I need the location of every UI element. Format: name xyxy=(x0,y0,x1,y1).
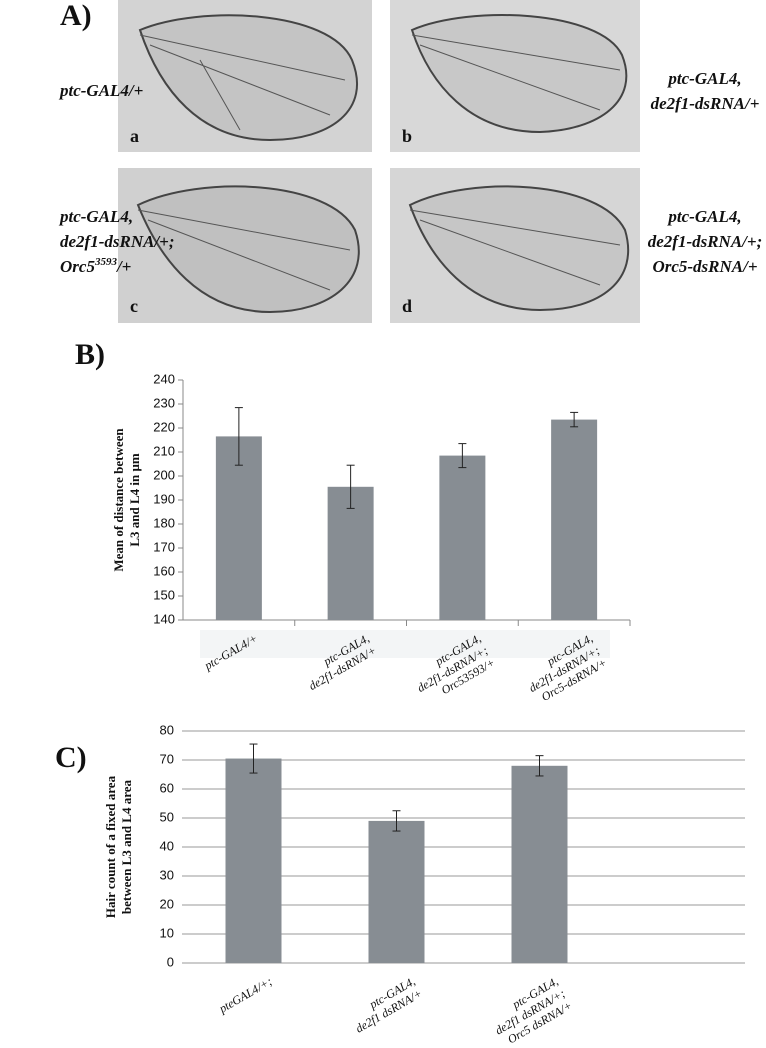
y-tick-label: 230 xyxy=(153,395,175,410)
y-axis-label: between L3 and L4 area xyxy=(119,779,134,914)
y-tick-label: 10 xyxy=(160,925,174,940)
y-tick-label: 180 xyxy=(153,515,175,530)
y-tick-label: 30 xyxy=(160,867,174,882)
genotype-label: ptc-GAL4/+ xyxy=(58,81,143,100)
error-bar xyxy=(234,407,243,466)
genotype-part: Orc5 xyxy=(60,257,95,276)
error-bar xyxy=(535,755,544,777)
y-tick-label: 0 xyxy=(167,954,174,969)
error-bar xyxy=(570,411,579,428)
y-tick-label: 20 xyxy=(160,896,174,911)
wing-letter: a xyxy=(130,126,139,146)
y-tick-label: 60 xyxy=(160,780,174,795)
y-tick-label: 40 xyxy=(160,838,174,853)
genotype-label: Orc5-dsRNA/+ xyxy=(652,257,757,276)
genotype-label: ptc-GAL4, xyxy=(666,69,741,88)
bar xyxy=(215,436,262,620)
y-tick-label: 210 xyxy=(153,443,175,458)
panel-label: B) xyxy=(75,338,105,371)
y-tick-label: 50 xyxy=(160,809,174,824)
wing-letter: b xyxy=(402,126,412,146)
y-tick-label: 190 xyxy=(153,491,175,506)
y-tick-label: 70 xyxy=(160,751,174,766)
x-tick-label: ptc-GAL4,de2f1 dsRNA/+;Orc5 dsRNA/+ xyxy=(485,974,574,1048)
bar xyxy=(511,765,568,963)
y-axis-label: Hair count of a fixed area xyxy=(103,775,118,918)
x-tick-label: pteGAL4/+; xyxy=(216,974,275,1016)
label-band xyxy=(200,630,610,658)
genotype-label: ptc-GAL4, xyxy=(666,207,741,226)
bar xyxy=(327,486,374,620)
wing-letter: c xyxy=(130,296,138,316)
y-tick-label: 140 xyxy=(153,611,175,626)
wing-letter: d xyxy=(402,296,412,316)
y-tick-label: 240 xyxy=(153,371,175,386)
genotype-label: de2f1-dsRNA/+; xyxy=(648,232,763,251)
genotype-label: ptc-GAL4, xyxy=(58,207,133,226)
panel-label: C) xyxy=(55,741,87,774)
superscript: 3593 xyxy=(94,256,118,268)
y-tick-label: 220 xyxy=(153,419,175,434)
genotype-part: /+ xyxy=(115,257,131,276)
y-tick-label: 80 xyxy=(160,722,174,737)
genotype-label: de2f1-dsRNA/+; xyxy=(60,232,175,251)
error-bar xyxy=(249,743,258,774)
y-axis-label: Mean of distance between xyxy=(111,428,126,572)
y-tick-label: 200 xyxy=(153,467,175,482)
bar xyxy=(551,419,598,620)
error-bar xyxy=(392,810,401,832)
y-axis-label: L3 and L4 in μm xyxy=(127,453,142,547)
wing-photos xyxy=(118,0,640,323)
y-tick-label: 160 xyxy=(153,563,175,578)
genotype-label: Orc53593/+ xyxy=(60,256,131,276)
x-tick-label: ptc-GAL4,de2f1 dsRNA/+ xyxy=(346,974,424,1035)
genotype-label: de2f1-dsRNA/+ xyxy=(651,94,760,113)
error-bar xyxy=(346,464,355,509)
y-tick-label: 150 xyxy=(153,587,175,602)
panel-label: A) xyxy=(60,0,92,32)
bar xyxy=(225,758,282,963)
bar xyxy=(439,455,486,620)
error-bar xyxy=(458,443,467,469)
x-tick-line: pteGAL4/+; xyxy=(216,974,275,1016)
bar xyxy=(368,820,425,963)
y-tick-label: 170 xyxy=(153,539,175,554)
